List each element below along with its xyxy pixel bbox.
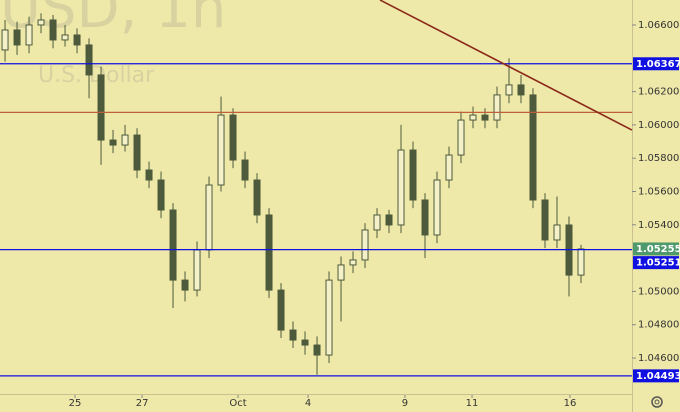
candle-body — [265, 214, 273, 291]
watermark-subtitle: U.S. Dollar — [38, 63, 155, 88]
candle-body — [169, 209, 177, 281]
candle-body — [433, 179, 441, 236]
candle-body — [205, 184, 213, 251]
price-tag — [633, 369, 679, 383]
candle-body — [553, 224, 561, 241]
candle-body — [577, 248, 585, 276]
candle-body — [325, 279, 333, 356]
y-tick-label: 1.05800 — [638, 153, 679, 164]
x-tick-label: Oct — [229, 398, 246, 409]
price-tag — [633, 256, 679, 270]
candle-body — [229, 114, 237, 161]
price-tag-label: 1.04493 — [636, 371, 680, 382]
candle-body — [277, 289, 285, 331]
price-tag-label: 1.05255 — [636, 244, 680, 255]
candle-body — [121, 134, 129, 146]
plot-area — [1, 13, 585, 375]
candle-body — [109, 139, 117, 146]
candle-body — [25, 24, 33, 46]
candle-body — [361, 229, 369, 261]
candle-body — [61, 34, 69, 41]
candle-body — [1, 29, 9, 51]
price-tag-label: 1.06367 — [636, 59, 680, 70]
candle-body — [193, 249, 201, 291]
candle-body — [37, 19, 45, 26]
candle-body — [373, 214, 381, 231]
x-tick-label: 16 — [564, 398, 577, 409]
candle-body — [313, 344, 321, 356]
price-tag-label: 1.05251 — [636, 258, 680, 269]
candle-body — [73, 34, 81, 46]
candle-body — [469, 114, 477, 121]
y-tick-label: 1.05000 — [638, 286, 679, 297]
candle-body — [97, 74, 105, 141]
gear-core[interactable] — [654, 399, 660, 405]
candle-body — [49, 19, 57, 41]
candle-body — [145, 169, 153, 181]
candle-body — [529, 94, 537, 201]
x-tick-label: 25 — [69, 398, 82, 409]
candle-body — [13, 29, 21, 46]
candle-body — [289, 329, 297, 341]
candle-body — [481, 114, 489, 121]
candle-body — [493, 94, 501, 121]
y-tick-label: 1.06000 — [638, 120, 679, 131]
candle-body — [505, 84, 513, 96]
x-tick-label: 11 — [466, 398, 479, 409]
y-tick-label: 1.06600 — [638, 20, 679, 31]
y-tick-label: 1.04600 — [638, 353, 679, 364]
y-tick-label: 1.04800 — [638, 320, 679, 331]
candle-body — [421, 199, 429, 236]
candle-body — [517, 84, 525, 96]
price-tag — [633, 57, 679, 71]
candle-body — [409, 149, 417, 201]
candle-body — [349, 259, 357, 266]
y-tick-label: 1.05600 — [638, 187, 679, 198]
candle-body — [301, 339, 309, 346]
candle-body — [133, 134, 141, 171]
gear[interactable] — [651, 396, 663, 408]
candle-body — [181, 279, 189, 291]
y-tick-label: 1.05400 — [638, 220, 679, 231]
x-tick-label: 4 — [305, 398, 311, 409]
candle-body — [253, 179, 261, 216]
trend-line — [379, 0, 633, 131]
x-tick-label: 9 — [402, 398, 408, 409]
candle-body — [445, 154, 453, 181]
settings-icon[interactable] — [651, 396, 663, 408]
candle-body — [241, 159, 249, 181]
y-tick-label: 1.06200 — [638, 87, 679, 98]
price-tag — [633, 242, 679, 256]
candle-body — [541, 199, 549, 241]
x-tick-label: 27 — [136, 398, 149, 409]
watermark: USD, 1h — [0, 0, 226, 41]
candle-body — [85, 44, 93, 76]
candle-body — [397, 149, 405, 226]
candle-body — [157, 179, 165, 211]
candle-body — [337, 264, 345, 281]
candle-body — [457, 119, 465, 156]
candle-body — [385, 214, 393, 226]
candle-body — [217, 114, 225, 186]
